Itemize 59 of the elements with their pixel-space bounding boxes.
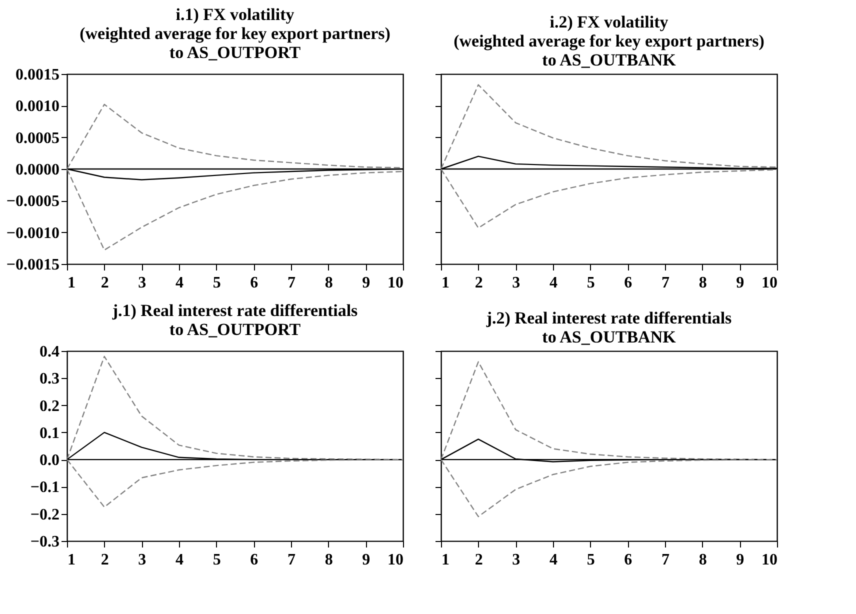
x-tick-label: 10 xyxy=(762,274,778,292)
x-tick-label: 9 xyxy=(736,274,744,292)
x-tick-label: 9 xyxy=(362,274,370,292)
x-tick-label: 5 xyxy=(586,274,595,292)
x-tick-label: 1 xyxy=(442,552,450,568)
x-tick-label: 8 xyxy=(324,552,333,568)
x-tick-label: 7 xyxy=(662,274,670,292)
x-tick-label: 6 xyxy=(250,274,258,292)
y-tick-label: 0.0005 xyxy=(16,130,60,147)
x-tick-label: 10 xyxy=(388,274,404,292)
x-tick-label: 1 xyxy=(68,274,76,292)
y-tick-label: −0.3 xyxy=(30,534,60,550)
x-tick-label: 8 xyxy=(324,274,333,292)
y-tick-label: 0.4 xyxy=(40,344,60,360)
y-tick-label: −0.0015 xyxy=(6,256,60,274)
x-tick-label: 3 xyxy=(512,552,520,568)
x-tick-label: 9 xyxy=(736,552,744,568)
x-tick-label: 10 xyxy=(388,552,404,568)
x-tick-label: 9 xyxy=(362,552,370,568)
x-tick-label: 4 xyxy=(176,552,184,568)
x-tick-label: 3 xyxy=(138,274,146,292)
x-tick-label: 8 xyxy=(698,274,707,292)
y-tick-label: −0.0005 xyxy=(6,193,60,210)
x-tick-label: 2 xyxy=(474,274,483,292)
x-tick-label: 5 xyxy=(586,552,595,568)
y-tick-label: 0.0010 xyxy=(16,98,60,116)
x-tick-label: 1 xyxy=(442,274,450,292)
x-tick-label: 5 xyxy=(212,274,221,292)
x-tick-label: 2 xyxy=(100,274,109,292)
x-tick-label: 7 xyxy=(288,552,296,568)
y-tick-label: 0.3 xyxy=(40,370,60,388)
y-tick-label: 0.0015 xyxy=(16,66,60,84)
chart-title: i.1) FX volatility (weighted average for key export partners) to AS_OUTPORT xyxy=(80,5,390,62)
y-tick-label: −0.2 xyxy=(30,506,60,524)
x-tick-label: 3 xyxy=(512,274,520,292)
y-tick-label: 0.0 xyxy=(40,452,60,470)
y-tick-label: 0.1 xyxy=(40,424,60,442)
y-tick-label: 0.2 xyxy=(40,398,60,415)
x-tick-label: 6 xyxy=(624,552,632,568)
x-tick-label: 3 xyxy=(138,552,146,568)
x-tick-label: 4 xyxy=(550,552,558,568)
x-tick-label: 2 xyxy=(100,552,109,568)
x-tick-label: 10 xyxy=(762,552,778,568)
x-tick-label: 2 xyxy=(474,552,483,568)
chart-title: i.2) FX volatility (weighted average for key export partners) to AS_OUTBANK xyxy=(454,12,764,70)
x-tick-label: 8 xyxy=(698,552,707,568)
y-tick-label: −0.0010 xyxy=(6,224,60,242)
x-tick-label: 6 xyxy=(624,274,632,292)
x-tick-label: 1 xyxy=(68,552,76,568)
y-tick-label: −0.1 xyxy=(30,479,60,496)
x-tick-label: 4 xyxy=(176,274,184,292)
chart-title: j.2) Real interest rate differentials to AS_OUTBANK xyxy=(485,308,732,346)
x-tick-label: 5 xyxy=(212,552,221,568)
x-tick-label: 7 xyxy=(288,274,296,292)
x-tick-label: 6 xyxy=(250,552,258,568)
chart-title: j.1) Real interest rate differentials to AS_OUTPORT xyxy=(111,301,358,339)
x-tick-label: 7 xyxy=(662,552,670,568)
x-tick-label: 4 xyxy=(550,274,558,292)
y-tick-label: 0.0000 xyxy=(16,162,60,178)
